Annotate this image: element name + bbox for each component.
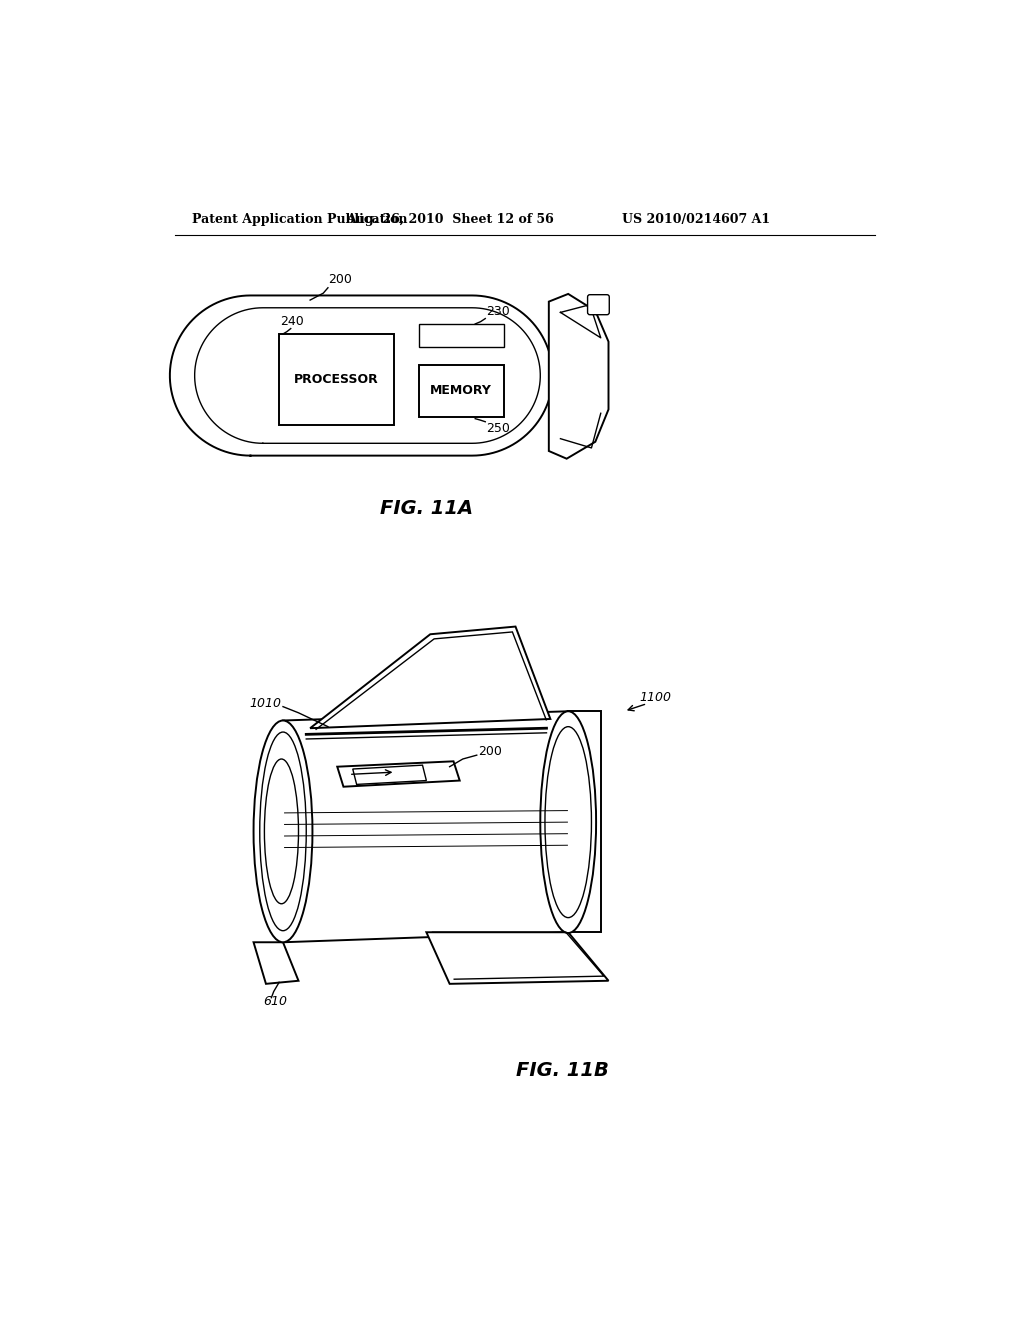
Ellipse shape <box>541 711 596 933</box>
FancyBboxPatch shape <box>588 294 609 314</box>
Text: MEMORY: MEMORY <box>430 384 493 397</box>
Bar <box>280 334 394 425</box>
Text: PROCESSOR: PROCESSOR <box>294 372 379 385</box>
Text: 610: 610 <box>263 995 288 1008</box>
Text: 250: 250 <box>486 422 510 434</box>
Polygon shape <box>254 942 299 983</box>
Ellipse shape <box>260 733 306 931</box>
Text: 1010: 1010 <box>250 697 282 710</box>
Ellipse shape <box>254 721 312 942</box>
Polygon shape <box>426 932 608 983</box>
Text: FIG. 11A: FIG. 11A <box>380 499 473 519</box>
Polygon shape <box>283 711 568 942</box>
Polygon shape <box>352 766 426 784</box>
Polygon shape <box>568 711 601 932</box>
Text: 1100: 1100 <box>640 690 672 704</box>
Text: 230: 230 <box>486 305 510 318</box>
Text: US 2010/0214607 A1: US 2010/0214607 A1 <box>623 214 771 227</box>
Text: Patent Application Publication: Patent Application Publication <box>191 214 408 227</box>
Polygon shape <box>549 294 608 459</box>
Bar <box>419 364 504 417</box>
Ellipse shape <box>545 726 592 917</box>
Polygon shape <box>310 627 550 729</box>
Polygon shape <box>170 296 553 455</box>
Text: 240: 240 <box>280 314 304 327</box>
Polygon shape <box>337 762 460 787</box>
Bar <box>419 323 504 347</box>
Text: 200: 200 <box>328 273 352 286</box>
Text: FIG. 11B: FIG. 11B <box>515 1061 608 1080</box>
Text: Aug. 26, 2010  Sheet 12 of 56: Aug. 26, 2010 Sheet 12 of 56 <box>346 214 554 227</box>
Polygon shape <box>195 308 541 444</box>
Text: 200: 200 <box>478 744 502 758</box>
